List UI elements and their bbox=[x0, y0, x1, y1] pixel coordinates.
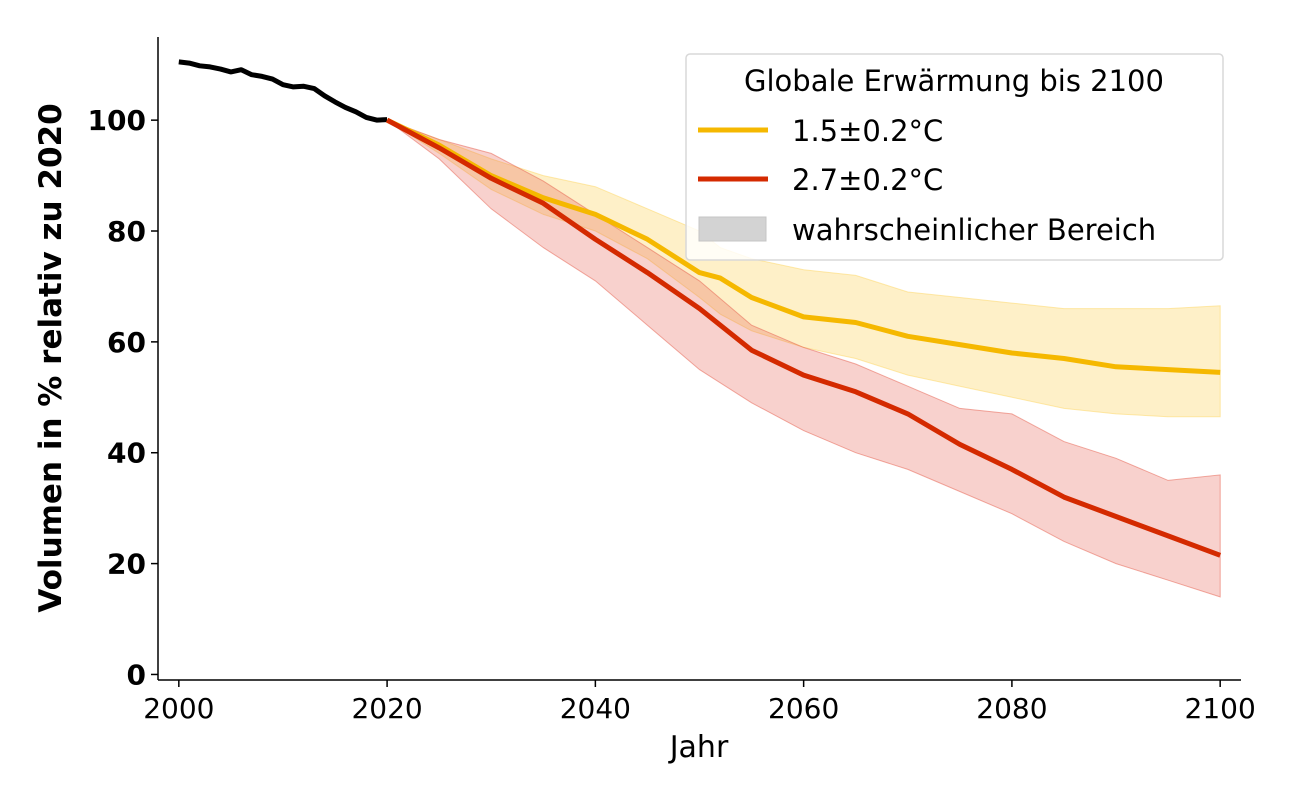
x-tick-label: 2100 bbox=[1185, 692, 1256, 725]
x-tick-label: 2020 bbox=[351, 692, 422, 725]
lines-group bbox=[178, 59, 1222, 558]
y-tick-label: 60 bbox=[107, 326, 146, 359]
x-tick-label: 2080 bbox=[976, 692, 1047, 725]
line-series-1 bbox=[386, 117, 1221, 375]
legend-swatch-band bbox=[698, 216, 767, 242]
y-tick-label: 40 bbox=[107, 437, 146, 470]
legend: Globale Erwärmung bis 2100 1.5±0.2°C 2.7… bbox=[685, 53, 1224, 261]
x-tick-label: 2000 bbox=[143, 692, 214, 725]
line-historical bbox=[178, 59, 388, 123]
x-axis-label: Jahr bbox=[668, 730, 729, 765]
legend-label-27: 2.7±0.2°C bbox=[792, 163, 943, 197]
y-tick-label: 80 bbox=[107, 215, 146, 248]
y-axis-label: Volumen in % relativ zu 2020 bbox=[33, 103, 69, 612]
y-tick-label: 20 bbox=[107, 548, 146, 581]
legend-title: Globale Erwärmung bis 2100 bbox=[744, 64, 1164, 98]
line-series-2 bbox=[385, 117, 1222, 558]
x-tick-label: 2040 bbox=[560, 692, 631, 725]
legend-label-15: 1.5±0.2°C bbox=[792, 114, 943, 148]
y-tick-label: 100 bbox=[88, 104, 146, 137]
legend-frame bbox=[685, 53, 1224, 261]
x-tick-label: 2060 bbox=[768, 692, 839, 725]
legend-label-band: wahrscheinlicher Bereich bbox=[792, 213, 1156, 247]
y-tick-label: 0 bbox=[127, 658, 146, 691]
